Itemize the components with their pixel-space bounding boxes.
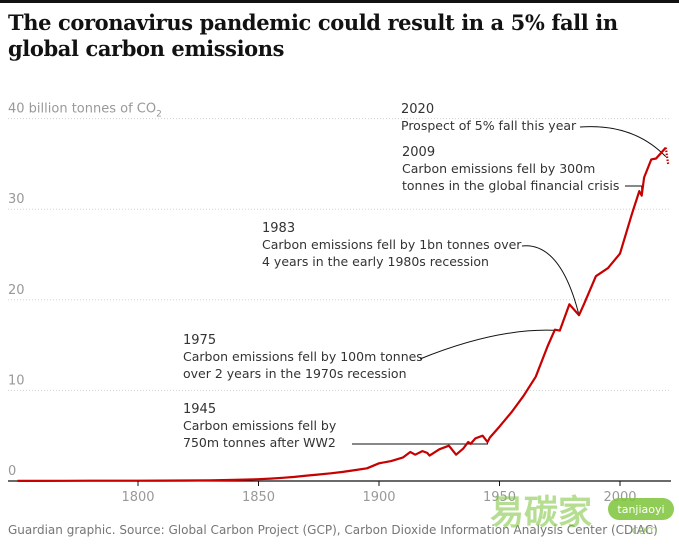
- y-tick-label: 30: [8, 192, 25, 207]
- y-tick-label: 20: [8, 283, 25, 298]
- x-tick-label: 1950: [483, 490, 516, 505]
- annotation-year: 1975: [183, 333, 216, 348]
- chart-title: The coronavirus pandemic could result in…: [8, 10, 618, 61]
- annotation-text: 4 years in the early 1980s recession: [262, 254, 489, 269]
- annotation-leader: [579, 126, 667, 158]
- annotation-text: Carbon emissions fell by: [183, 418, 337, 433]
- annotation-year: 2020: [401, 102, 434, 117]
- watermark-logo: 易碳家 tanjiaoyi .com: [490, 493, 674, 537]
- annotation-year: 1945: [183, 402, 216, 417]
- annotation-text: Carbon emissions fell by 100m tonnes: [183, 349, 423, 364]
- annotation-text: Prospect of 5% fall this year: [401, 118, 577, 133]
- annotation-text: over 2 years in the 1970s recession: [183, 366, 407, 381]
- annotation-leader: [521, 245, 580, 316]
- top-rule: [0, 0, 679, 3]
- x-tick-label: 1850: [242, 490, 275, 505]
- y-axis-label: 40 billion tonnes of CO2: [8, 102, 162, 120]
- watermark-sub: .com: [628, 523, 657, 537]
- watermark-text: 易碳家: [490, 493, 592, 533]
- annotation-text: Carbon emissions fell by 300m: [402, 161, 595, 176]
- watermark-badge: [608, 498, 674, 520]
- x-tick-label: 1800: [121, 490, 154, 505]
- annotation-year: 1983: [262, 221, 295, 236]
- annotation-text: Carbon emissions fell by 1bn tonnes over: [262, 237, 522, 252]
- annotation-year: 2009: [402, 145, 435, 160]
- annotation-text: 750m tonnes after WW2: [183, 435, 336, 450]
- y-tick-label: 0: [8, 464, 16, 479]
- watermark-badge-text: tanjiaoyi: [617, 503, 664, 516]
- y-tick-label: 10: [8, 373, 25, 388]
- projection-line: [664, 147, 670, 165]
- x-tick-label: 1900: [362, 490, 395, 505]
- annotation-leader: [419, 329, 560, 360]
- source-note: Guardian graphic. Source: Global Carbon …: [8, 523, 658, 537]
- annotation-text: tonnes in the global financial crisis: [402, 178, 619, 193]
- emissions-line: [17, 146, 667, 482]
